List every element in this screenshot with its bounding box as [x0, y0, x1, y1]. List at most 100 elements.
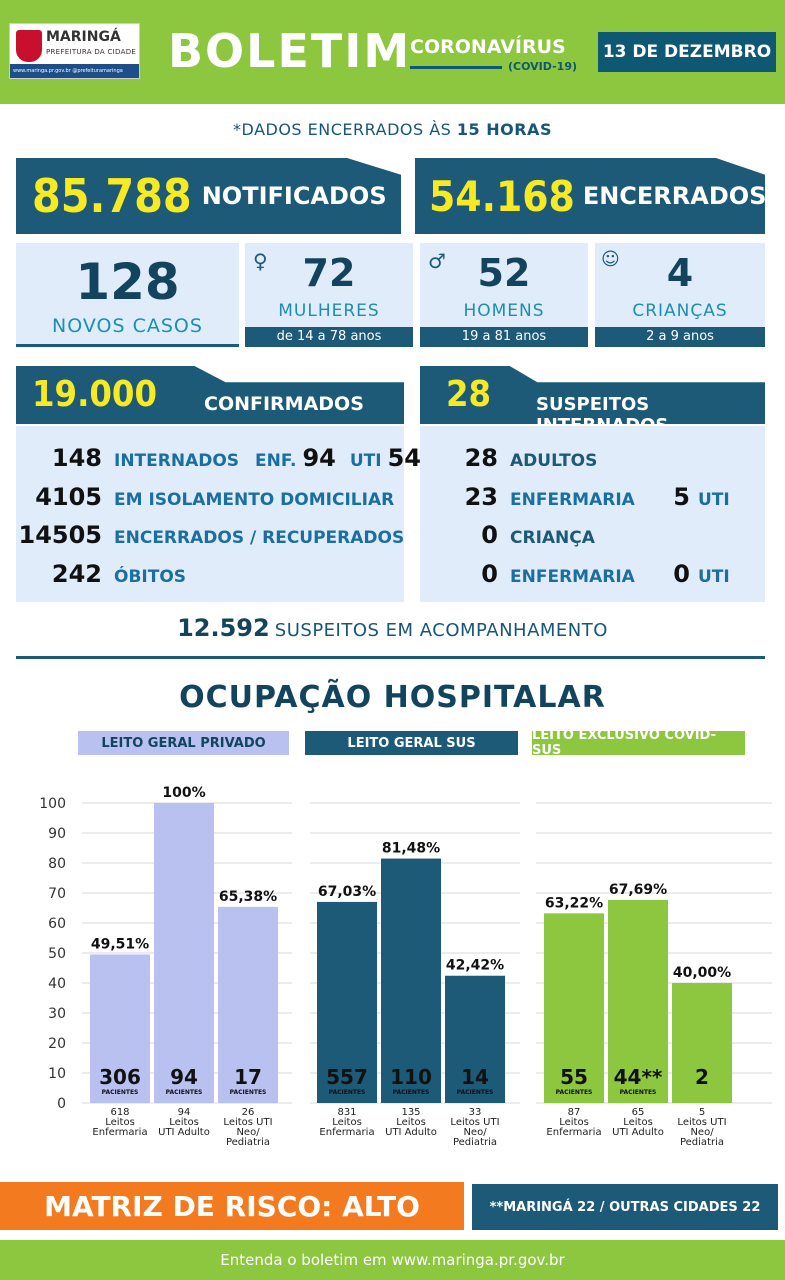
bar-caption-line: 94	[178, 1107, 191, 1118]
y-tick-label: 100	[39, 796, 66, 812]
occupancy-bar	[218, 906, 278, 1103]
topic-subtitle: (COVID-19)	[508, 60, 577, 73]
baby-icon: ☺	[601, 249, 620, 270]
bar-caption-line: Leitos	[105, 1117, 135, 1128]
sus-beds-header: LEITO GERAL SUS	[305, 731, 518, 755]
note-time: 15 HORAS	[456, 120, 552, 139]
maringa-logo: MARINGÁ PREFEITURA DA CIDADE www.maringa…	[9, 23, 140, 79]
occupancy-bar	[608, 899, 668, 1103]
recovered-value: 14505	[18, 521, 103, 549]
notified-label: NOTIFICADOS	[201, 182, 387, 210]
children-value: 4	[666, 251, 694, 295]
bar-patients-label: PACIENTES	[556, 1089, 593, 1096]
section-divider	[16, 656, 765, 659]
hospitalized-row: 148 INTERNADOS ENF. 94 UTI 54	[16, 444, 421, 472]
woman-icon: ♀	[253, 249, 268, 273]
risk-matrix-banner: MATRIZ DE RISCO: ALTO	[0, 1182, 464, 1230]
topic-title: CORONAVÍRUS	[410, 36, 566, 58]
icu-label: UTI	[349, 451, 382, 471]
closed-label: ENCERRADOS	[582, 182, 767, 210]
confirmed-value: 19.000	[32, 374, 157, 415]
closed-banner: 54.168 ENCERRADOS	[415, 158, 765, 234]
bar-caption-line: Neo/	[690, 1127, 714, 1138]
bar-patients-value: 557	[326, 1065, 368, 1089]
y-tick-label: 40	[48, 976, 66, 992]
men-value: 52	[477, 251, 531, 295]
bar-caption-line: Enfermaria	[319, 1127, 374, 1138]
deaths-row: 242 ÓBITOS	[16, 560, 186, 588]
y-tick-label: 30	[48, 1006, 66, 1022]
bar-patients-label: PACIENTES	[457, 1089, 494, 1096]
bar-caption-line: Leitos	[332, 1117, 362, 1128]
bar-caption-line: 618	[110, 1107, 129, 1118]
men-card: ♂ 52 HOMENS 19 a 81 anos	[420, 243, 588, 347]
suspect-adults-label: ADULTOS	[510, 451, 598, 471]
women-card: ♀ 72 MULHERES de 14 a 78 anos	[245, 243, 413, 347]
bar-caption-line: UTI Adulto	[158, 1127, 210, 1138]
suspect-adults-row: 28 ADULTOS	[420, 444, 598, 472]
hospitalized-label: INTERNADOS	[114, 451, 240, 471]
bar-caption-line: Leitos	[396, 1117, 426, 1128]
covid-sus-beds-header: LEITO EXCLUSIVO COVID-SUS	[532, 728, 745, 758]
suspect-child-icu-value: 0	[673, 560, 690, 588]
monitoring-value: 12.592	[177, 614, 270, 642]
bar-patients-value: 17	[234, 1065, 262, 1089]
y-tick-label: 50	[48, 946, 66, 962]
suspect-adult-ward-row: 23 ENFERMARIA 5 UTI	[420, 483, 730, 511]
confirmed-banner: 19.000 CONFIRMADOS	[16, 366, 404, 424]
bar-caption-line: Enfermaria	[92, 1127, 147, 1138]
bulletin-date: 13 DE DEZEMBRO	[598, 32, 776, 72]
bar-caption-line: Neo/	[463, 1127, 487, 1138]
y-tick-label: 0	[57, 1096, 66, 1112]
women-label: MULHERES	[278, 301, 380, 321]
bar-patients-value: 44**	[614, 1065, 663, 1089]
occupancy-bar	[672, 983, 732, 1103]
hospitalized-value: 148	[51, 444, 102, 472]
bar-patients-value: 306	[99, 1065, 141, 1089]
logo-name: MARINGÁ	[46, 29, 121, 45]
y-tick-label: 60	[48, 916, 66, 932]
bar-percent-label: 81,48%	[382, 841, 440, 857]
notified-value: 85.788	[32, 169, 192, 223]
men-age-range: 19 a 81 anos	[420, 327, 588, 347]
footer-link[interactable]: Entenda o boletim em www.maringa.pr.gov.…	[0, 1240, 785, 1280]
y-tick-label: 70	[48, 886, 66, 902]
bar-patients-label: PACIENTES	[230, 1089, 267, 1096]
bar-caption-line: 33	[469, 1107, 482, 1118]
bar-caption-line: 135	[401, 1107, 420, 1118]
man-icon: ♂	[428, 249, 446, 273]
bar-patients-label: PACIENTES	[329, 1089, 366, 1096]
notified-banner: 85.788 NOTIFICADOS	[16, 158, 401, 234]
children-card: ☺ 4 CRIANÇAS 2 a 9 anos	[595, 243, 765, 347]
bar-caption-line: Leitos	[623, 1117, 653, 1128]
confirmed-label: CONFIRMADOS	[204, 393, 364, 415]
suspect-child-ward-row: 0 ENFERMARIA 0 UTI	[420, 560, 729, 588]
bar-patients-label: PACIENTES	[166, 1089, 203, 1096]
bar-percent-label: 49,51%	[91, 936, 149, 952]
bar-patients-label: PACIENTES	[102, 1089, 139, 1096]
bar-percent-label: 65,38%	[219, 889, 277, 905]
bar-caption-line: 87	[568, 1107, 581, 1118]
confirmed-panel	[16, 426, 404, 602]
private-beds-header: LEITO GERAL PRIVADO	[78, 731, 289, 755]
children-label: CRIANÇAS	[632, 301, 728, 321]
suspects-panel	[420, 426, 765, 602]
home-isolation-label: EM ISOLAMENTO DOMICILIAR	[114, 490, 395, 510]
suspect-child-ward-label: ENFERMARIA	[510, 567, 635, 587]
bar-percent-label: 42,42%	[446, 958, 504, 974]
ward-value: 94	[302, 444, 336, 472]
occupation-title: OCUPAÇÃO HOSPITALAR	[179, 680, 606, 715]
bar-caption-line: UTI Adulto	[612, 1127, 664, 1138]
bar-caption-line: 5	[699, 1107, 705, 1118]
y-tick-label: 20	[48, 1036, 66, 1052]
ward-label: ENF.	[255, 451, 297, 471]
bar-caption-line: Pediatria	[453, 1137, 497, 1148]
suspects-label: SUSPEITOS INTERNADOS	[536, 394, 668, 424]
monitoring-label: SUSPEITOS EM ACOMPANHAMENTO	[274, 620, 608, 641]
bar-percent-label: 63,22%	[545, 895, 603, 911]
occupancy-bar	[544, 913, 604, 1103]
bar-caption-line: 65	[632, 1107, 645, 1118]
occupancy-bar	[381, 858, 441, 1103]
bar-caption-line: UTI Adulto	[385, 1127, 437, 1138]
suspect-children-row: 0 CRIANÇA	[420, 521, 595, 549]
